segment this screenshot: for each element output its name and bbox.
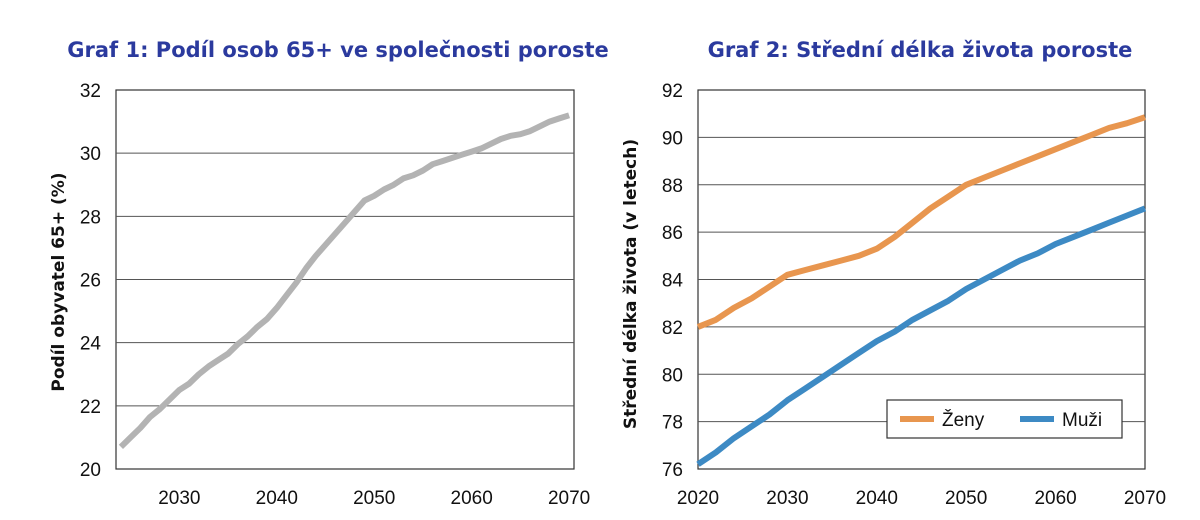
chart-2-gridlines <box>698 136 1145 423</box>
chart-1-title: Graf 1: Podíl osob 65+ ve společnosti po… <box>67 38 608 62</box>
chart-1-x-tick-labels: 2030 2040 2050 2060 2070 <box>158 488 590 509</box>
x-tick-label: 2050 <box>353 488 395 509</box>
y-tick-label: 90 <box>662 128 683 149</box>
y-tick-label: 30 <box>80 144 101 165</box>
chart-1-gridlines <box>116 152 574 407</box>
x-tick-label: 2040 <box>856 488 898 509</box>
chart-2: Graf 2: Střední délka života poroste 767… <box>621 38 1166 509</box>
series-line <box>118 112 571 450</box>
legend-label-zeny: Ženy <box>942 409 985 431</box>
series-line-zeny <box>696 114 1146 330</box>
x-tick-label: 2060 <box>451 488 493 509</box>
y-tick-label: 78 <box>662 413 683 434</box>
y-tick-label: 20 <box>80 460 101 481</box>
y-tick-label: 28 <box>80 207 101 228</box>
legend-box <box>886 399 1123 439</box>
chart-2-legend: Ženy Muži <box>886 399 1123 439</box>
chart-1: Graf 1: Podíl osob 65+ ve společnosti po… <box>49 38 609 509</box>
series-line-muzi <box>696 205 1147 467</box>
chart-2-y-axis-label: Střední délka života (v letech) <box>621 139 641 429</box>
y-tick-label: 26 <box>80 271 101 292</box>
y-tick-label: 84 <box>662 271 684 292</box>
legend-label-muzi: Muži <box>1062 410 1102 431</box>
y-tick-label: 80 <box>662 365 683 386</box>
x-tick-label: 2030 <box>158 488 200 509</box>
x-tick-label: 2030 <box>766 488 808 509</box>
y-tick-label: 88 <box>662 176 683 197</box>
y-tick-label: 76 <box>662 460 683 481</box>
y-tick-label: 24 <box>80 334 102 355</box>
y-tick-label: 82 <box>662 318 683 339</box>
y-tick-label: 92 <box>662 81 683 102</box>
chart-2-title: Graf 2: Střední délka života poroste <box>708 38 1133 62</box>
y-tick-label: 22 <box>80 397 101 418</box>
chart-2-series <box>696 114 1147 467</box>
y-tick-label: 32 <box>80 81 101 102</box>
x-tick-label: 2060 <box>1034 488 1076 509</box>
x-tick-label: 2040 <box>256 488 298 509</box>
chart-2-y-tick-labels: 76 78 80 82 84 86 88 90 92 <box>662 81 684 481</box>
x-tick-label: 2050 <box>945 488 987 509</box>
chart-1-y-axis-label: Podíl obyvatel 65+ (%) <box>49 172 69 391</box>
y-tick-label: 86 <box>662 223 683 244</box>
chart-2-x-tick-labels: 2020 2030 2040 2050 2060 2070 <box>677 488 1166 509</box>
x-tick-label: 2020 <box>677 488 719 509</box>
x-tick-label: 2070 <box>548 488 590 509</box>
chart-1-y-tick-labels: 20 22 24 26 28 30 32 <box>80 81 102 481</box>
x-tick-label: 2070 <box>1124 488 1166 509</box>
chart-1-series <box>118 112 571 450</box>
